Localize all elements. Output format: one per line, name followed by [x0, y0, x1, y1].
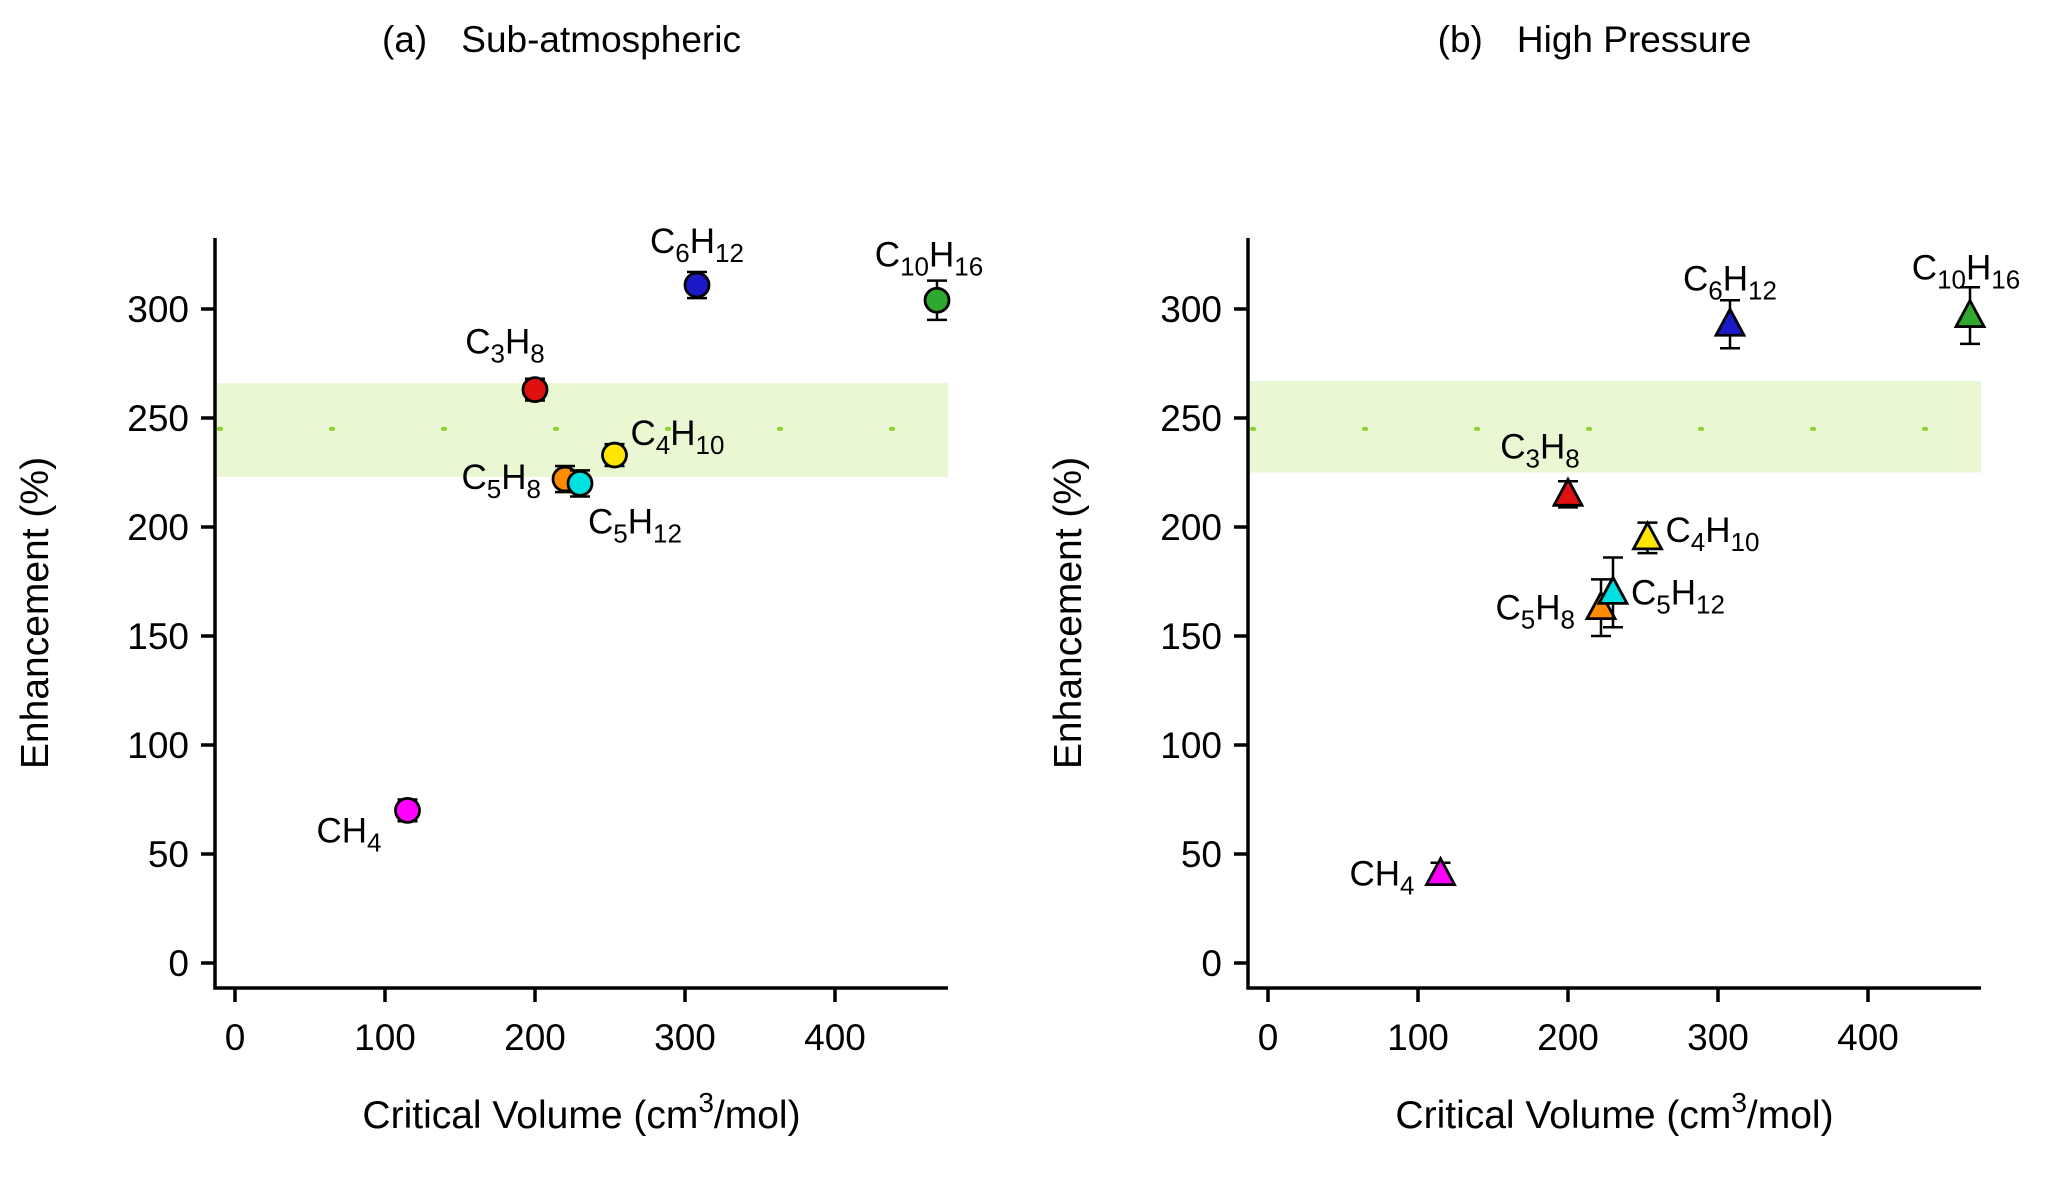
x-tick-label: 100 [1387, 1017, 1449, 1058]
point-label-C3H8: C3H8 [465, 323, 545, 369]
x-tick-label: 400 [804, 1017, 866, 1058]
y-tick-label: 300 [127, 289, 189, 330]
x-axis-label: Critical Volume (cm3/mol) [1395, 1087, 1833, 1137]
point-C6H12: C6H12 [1683, 259, 1777, 350]
point-C10H16: C10H16 [1912, 249, 2020, 346]
x-tick-label: 400 [1837, 1017, 1899, 1058]
reference-band [1250, 380, 1981, 473]
point-label-C10H16: C10H16 [875, 235, 983, 281]
y-tick-label: 150 [127, 616, 189, 657]
y-tick-label: 150 [1160, 616, 1222, 657]
panel-a: 0 100 200 300 400 0 50 100 150 200 250 300 (a) Sub-at… [0, 0, 1033, 1179]
x-tick-label: 100 [354, 1017, 416, 1058]
marker-circle [394, 797, 421, 824]
axes [1246, 238, 1981, 990]
y-tick-label: 300 [1160, 289, 1222, 330]
point-CH4: CH4 [1349, 855, 1457, 901]
point-label-C5H12: C5H12 [1631, 573, 1725, 619]
point-label-CH4: CH4 [1349, 855, 1414, 901]
marker-triangle [1713, 306, 1747, 337]
y-tick-label: 0 [168, 943, 189, 984]
chart-b: 0 100 200 300 400 0 50 100 150 200 250 300 (b) High P… [1047, 19, 2020, 1137]
y-tick-label: 50 [148, 834, 189, 875]
x-tick-label: 300 [654, 1017, 716, 1058]
marker-circle [521, 376, 549, 404]
x-tick-label: 0 [1258, 1017, 1279, 1058]
point-label-C6H12: C6H12 [1683, 259, 1777, 305]
x-axis-label: Critical Volume (cm3/mol) [362, 1087, 800, 1137]
point-label-CH4: CH4 [316, 811, 381, 857]
x-tick-label: 200 [504, 1017, 566, 1058]
reference-band [217, 383, 948, 477]
axes [213, 238, 948, 990]
point-label-C10H16: C10H16 [1912, 249, 2020, 295]
y-tick-label: 200 [127, 507, 189, 548]
panel-title: (b) High Pressure [1438, 19, 1752, 60]
point-C5H12: C5H12 [566, 469, 682, 548]
marker-circle [566, 469, 594, 497]
y-tick-label: 200 [1160, 507, 1222, 548]
point-label-C5H8: C5H8 [462, 458, 542, 504]
point-CH4: CH4 [316, 797, 421, 857]
chart-a: 0 100 200 300 400 0 50 100 150 200 250 300 (a) Sub-at… [14, 19, 983, 1137]
point-label-C5H12: C5H12 [588, 502, 682, 548]
y-tick-label: 250 [1160, 398, 1222, 439]
y-tick-label: 100 [1160, 725, 1222, 766]
y-tick-label: 50 [1181, 834, 1222, 875]
marker-triangle [1596, 574, 1630, 605]
point-C4H10: C4H10 [601, 414, 725, 469]
point-C4H10: C4H10 [1631, 511, 1760, 557]
marker-circle [683, 271, 711, 299]
y-tick-label: 100 [127, 725, 189, 766]
point-C3H8: C3H8 [465, 323, 549, 404]
marker-triangle [1584, 589, 1618, 621]
panel-title: (a) Sub-atmospheric [382, 19, 741, 60]
point-label-C3H8: C3H8 [1500, 427, 1580, 473]
point-C6H12: C6H12 [650, 222, 744, 300]
point-C3H8: C3H8 [1500, 427, 1585, 509]
point-label-C4H10: C4H10 [631, 414, 725, 460]
x-tick-label: 0 [225, 1017, 246, 1058]
point-label-C5H8: C5H8 [1496, 589, 1576, 635]
y-axis-label: Enhancement (%) [14, 457, 57, 769]
y-tick-label: 0 [1201, 943, 1222, 984]
marker-triangle [1551, 476, 1585, 507]
point-C5H8: C5H8 [462, 458, 579, 504]
point-C10H16: C10H16 [875, 235, 983, 322]
point-label-C6H12: C6H12 [650, 222, 744, 268]
y-axis-label: Enhancement (%) [1047, 457, 1090, 769]
point-C5H8: C5H8 [1496, 578, 1618, 638]
y-tick-label: 250 [127, 398, 189, 439]
marker-triangle [1953, 297, 1987, 328]
panel-b: 0 100 200 300 400 0 50 100 150 200 250 300 (b) High P… [1033, 0, 2066, 1179]
x-tick-label: 300 [1687, 1017, 1749, 1058]
x-tick-label: 200 [1537, 1017, 1599, 1058]
marker-circle [601, 441, 628, 469]
marker-triangle [1424, 855, 1457, 887]
marker-triangle [1631, 519, 1664, 551]
point-C5H12: C5H12 [1596, 556, 1725, 629]
marker-circle [923, 286, 951, 314]
point-label-C4H10: C4H10 [1666, 511, 1760, 557]
